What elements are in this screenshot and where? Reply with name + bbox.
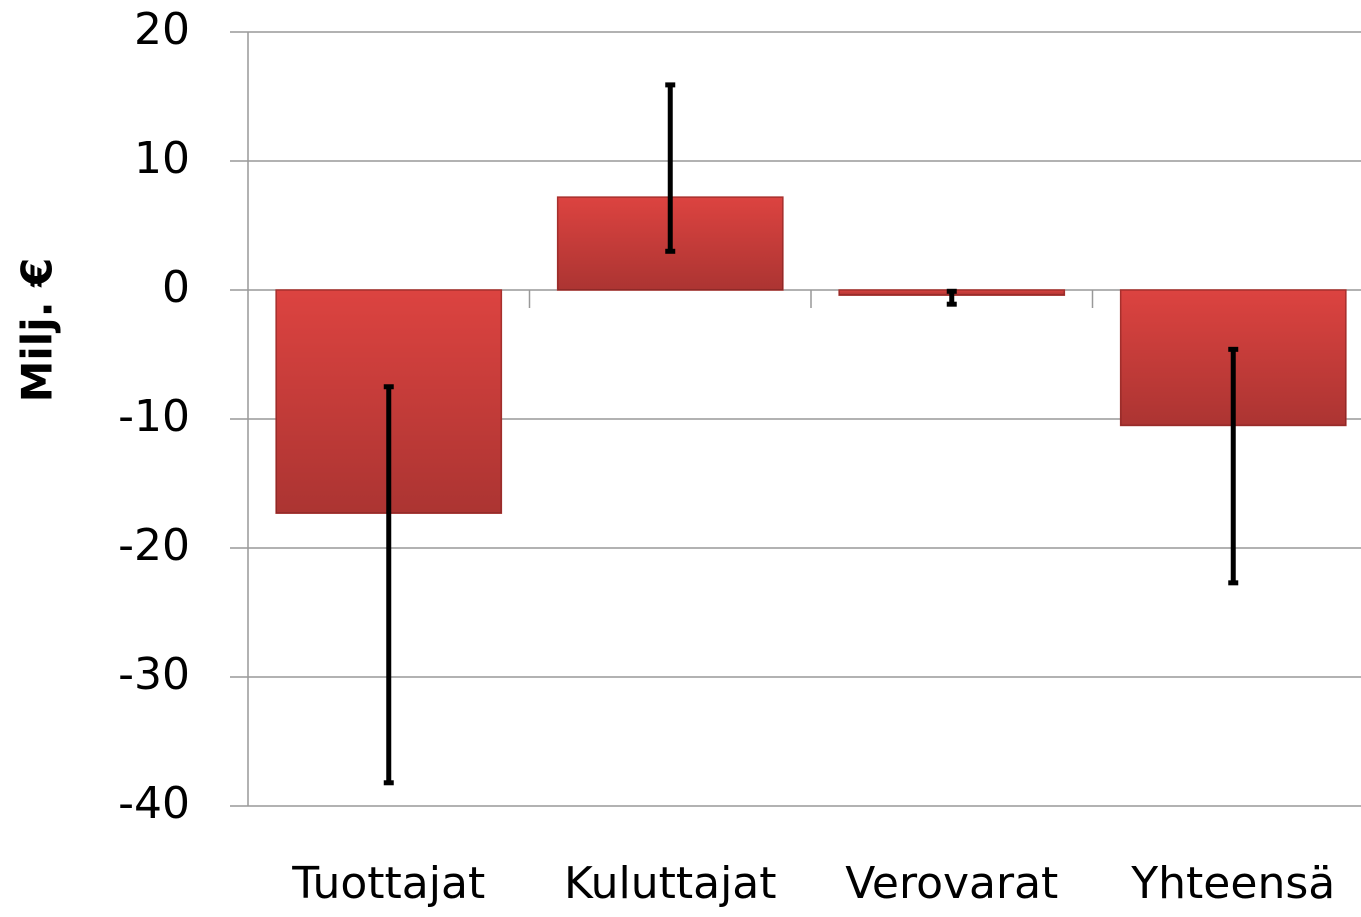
y-tick-label: 10 [134,133,190,184]
x-tick-label: Kuluttajat [564,858,777,909]
y-tick-label: -40 [118,778,190,829]
x-tick-label: Yhteensä [1130,858,1335,909]
y-tick-label: 20 [134,4,190,55]
y-tick-label: -20 [118,520,190,571]
y-tick-label: -10 [118,391,190,442]
x-tick-label: Verovarat [845,858,1058,909]
y-tick-label: -30 [118,649,190,700]
y-tick-label: 0 [162,262,190,313]
y-axis-label: Milj. € [13,258,62,403]
x-tick-label: Tuottajat [291,858,485,909]
